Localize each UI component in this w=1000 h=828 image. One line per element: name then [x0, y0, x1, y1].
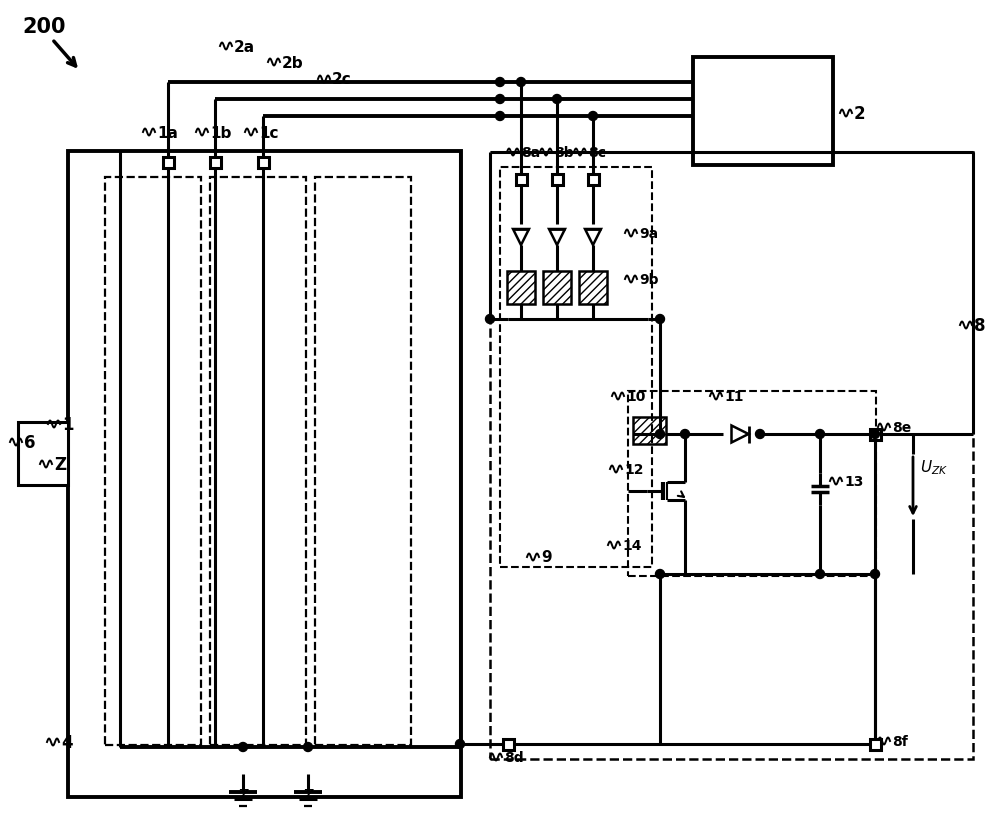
Text: 2c: 2c [332, 72, 352, 88]
Bar [543, 272, 571, 305]
Bar [588, 174, 598, 185]
Bar [507, 272, 535, 305]
Circle shape [516, 79, 526, 88]
Text: 200: 200 [22, 17, 66, 37]
Circle shape [656, 315, 664, 324]
Bar [500, 168, 652, 567]
Text: 1c: 1c [259, 125, 279, 140]
Text: 8b: 8b [554, 146, 574, 160]
Text: 9a: 9a [639, 227, 658, 241]
Circle shape [656, 570, 664, 579]
Bar [579, 272, 607, 305]
Text: 1: 1 [62, 416, 74, 434]
Bar [258, 157, 269, 168]
Text: 6: 6 [24, 434, 36, 451]
Circle shape [870, 570, 880, 579]
Text: 13: 13 [844, 474, 863, 489]
Bar [503, 739, 514, 749]
Text: 1b: 1b [210, 125, 231, 140]
Bar [210, 178, 306, 745]
Circle shape [656, 430, 664, 439]
Text: 8a: 8a [521, 146, 540, 160]
Circle shape [496, 95, 505, 104]
Text: Z: Z [303, 788, 313, 803]
Text: 11: 11 [724, 389, 744, 403]
Text: 8d: 8d [504, 750, 524, 764]
Bar [516, 174, 526, 185]
Text: 12: 12 [624, 463, 644, 476]
Bar [490, 153, 973, 759]
Text: 2b: 2b [282, 55, 304, 70]
Text: 8c: 8c [588, 146, 606, 160]
Circle shape [496, 113, 505, 122]
Circle shape [552, 95, 562, 104]
Bar [315, 178, 411, 745]
Circle shape [239, 743, 248, 752]
Circle shape [486, 315, 495, 324]
Bar [870, 739, 881, 749]
Text: 8: 8 [974, 316, 986, 335]
Text: 4: 4 [61, 733, 73, 751]
Bar [552, 174, 562, 185]
Text: Z: Z [238, 788, 248, 803]
Circle shape [756, 430, 765, 439]
Bar [628, 392, 876, 576]
Circle shape [456, 739, 465, 749]
Bar [210, 157, 221, 168]
Circle shape [816, 430, 824, 439]
Bar [693, 58, 833, 166]
Text: $U_{ZK}$: $U_{ZK}$ [920, 458, 948, 477]
Bar [68, 152, 461, 797]
Circle shape [588, 113, 598, 122]
Text: 10: 10 [626, 389, 645, 403]
Text: Z: Z [54, 455, 66, 474]
Bar [870, 429, 881, 440]
Text: 8f: 8f [892, 734, 908, 748]
Circle shape [816, 570, 824, 579]
Text: 14: 14 [622, 538, 642, 552]
Bar [633, 417, 666, 445]
Circle shape [304, 743, 313, 752]
Text: 9b: 9b [639, 272, 658, 286]
Bar [163, 157, 174, 168]
Text: 8e: 8e [892, 421, 911, 435]
Text: 9: 9 [541, 550, 552, 565]
Circle shape [680, 430, 690, 439]
Text: 2a: 2a [234, 40, 255, 55]
Circle shape [496, 79, 505, 88]
Bar [18, 422, 68, 485]
Bar [105, 178, 201, 745]
Text: 2: 2 [854, 105, 866, 123]
Circle shape [870, 430, 880, 439]
Text: 1a: 1a [157, 125, 178, 140]
